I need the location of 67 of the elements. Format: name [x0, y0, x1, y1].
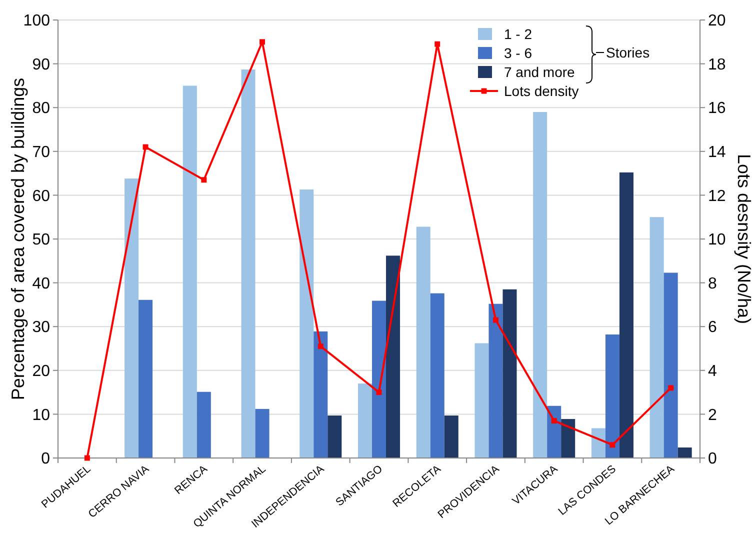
- y-tick-label: 100: [23, 12, 50, 30]
- point: [201, 177, 207, 183]
- point: [551, 418, 557, 424]
- y-tick-label: 60: [32, 188, 50, 205]
- point: [434, 41, 440, 47]
- y-tick-label: 90: [32, 56, 50, 74]
- legend-label: Lots density: [504, 82, 579, 99]
- point: [260, 39, 266, 45]
- bar: [650, 217, 664, 458]
- y-tick-label: 20: [32, 363, 50, 380]
- bar: [386, 256, 400, 458]
- y-tick-label: 10: [32, 406, 50, 424]
- bar: [328, 416, 342, 458]
- point: [142, 144, 148, 150]
- bar: [678, 447, 692, 458]
- bar: [561, 419, 576, 458]
- legend-label: 1 - 2: [504, 26, 532, 42]
- bar: [474, 343, 489, 458]
- y-tick-label: 70: [32, 144, 50, 161]
- y2-tick-label: 20: [708, 12, 726, 30]
- y-tick-label: 30: [32, 319, 50, 336]
- bar: [664, 272, 678, 458]
- y2-tick-label: 0: [708, 450, 717, 468]
- y2-tick-label: 4: [708, 363, 717, 380]
- bar: [430, 293, 444, 458]
- bar: [138, 300, 153, 458]
- y-tick-label: 0: [41, 450, 50, 468]
- bar: [547, 406, 562, 458]
- bar: [358, 384, 372, 458]
- y2-tick-label: 16: [708, 100, 726, 118]
- bar: [591, 428, 606, 458]
- bar: [372, 300, 386, 458]
- y-axis-title: Percentage of area covered by buildings: [8, 78, 28, 400]
- y-tick-label: 50: [32, 232, 50, 249]
- bar: [255, 408, 270, 458]
- legend-label: 7 and more: [504, 64, 576, 80]
- point: [318, 344, 324, 350]
- bar: [605, 334, 620, 458]
- y-tick-label: 40: [32, 275, 50, 292]
- point: [376, 390, 382, 396]
- bar: [533, 112, 548, 458]
- bar: [444, 416, 458, 458]
- point: [668, 385, 674, 391]
- bar: [488, 304, 503, 458]
- point: [610, 442, 616, 448]
- annotation: Stories: [606, 44, 650, 60]
- bar: [182, 86, 197, 458]
- bar: [241, 69, 256, 458]
- legend-label: 3 - 6: [504, 44, 532, 61]
- y2-tick-label: 10: [708, 232, 726, 249]
- y2-tick-label: 18: [708, 56, 726, 74]
- y2-tick-label: 2: [708, 406, 717, 424]
- y2-tick-label: 14: [708, 144, 726, 161]
- y2-axis-title: Lots desnsity (No/ha): [734, 154, 752, 324]
- y-tick-label: 80: [32, 100, 50, 118]
- point: [492, 317, 498, 323]
- bar: [416, 226, 430, 458]
- bar: [502, 289, 517, 458]
- y2-tick-label: 12: [708, 188, 726, 205]
- bar: [619, 172, 634, 458]
- bar: [300, 190, 314, 458]
- point: [84, 455, 90, 461]
- y2-tick-label: 8: [708, 275, 717, 292]
- bar: [124, 178, 139, 458]
- y2-tick-label: 6: [708, 319, 717, 336]
- bar: [196, 392, 211, 458]
- bar: [314, 331, 328, 458]
